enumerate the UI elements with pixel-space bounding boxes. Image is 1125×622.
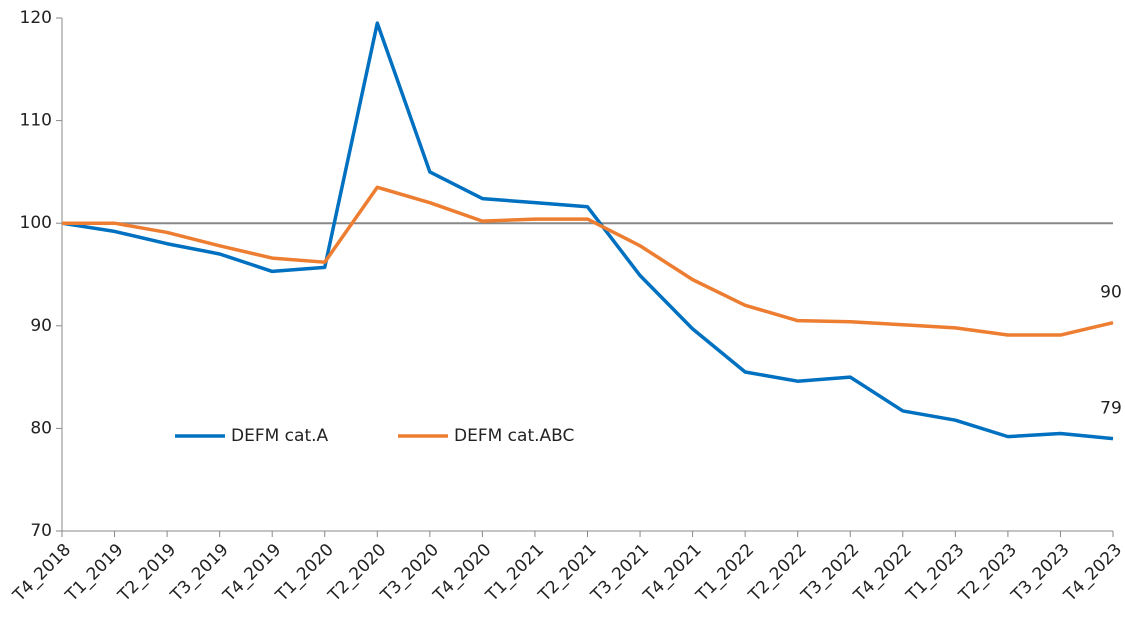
x-tick-label: T4_2022 [849,540,915,606]
x-tick-label: T2_2020 [324,540,390,606]
x-tick-label: T2_2019 [114,540,180,606]
data-label: 90 [1100,283,1122,303]
x-tick-label: T3_2019 [166,540,232,606]
x-tick-label: T3_2020 [376,540,442,606]
x-tick-label: T1_2019 [61,540,127,606]
x-tick-label: T2_2023 [955,540,1021,606]
y-tick-label: 80 [30,418,52,438]
y-tick-label: 90 [30,316,52,336]
y-tick-label: 70 [30,521,52,541]
line [61,21,1114,441]
x-tick-label: T1_2023 [902,540,968,606]
y-tick-label: 120 [20,8,52,28]
legend-label: DEFM cat.ABC [454,426,574,446]
legend-label: DEFM cat.A [231,426,329,446]
x-tick-label: T1_2021 [482,540,548,606]
x-tick-label: T4_2020 [429,540,495,606]
y-tick-label: 100 [20,213,52,233]
y-tick-label: 110 [20,111,52,131]
x-tick-label: T4_2023 [1060,540,1125,606]
x-tick-label: T1_2022 [692,540,758,606]
x-tick-label: T1_2020 [271,540,337,606]
x-tick-label: T4_2021 [639,540,705,606]
x-tick-label: T3_2022 [797,540,863,606]
x-tick-label: T3_2023 [1007,540,1073,606]
x-tick-label: T2_2021 [534,540,600,606]
data-label: 79 [1100,399,1122,419]
x-tick-label: T4_2018 [9,540,75,606]
x-tick-label: T4_2019 [219,540,285,606]
x-tick-label: T3_2021 [587,540,653,606]
x-tick-label: T2_2022 [744,540,810,606]
line [62,185,1114,337]
